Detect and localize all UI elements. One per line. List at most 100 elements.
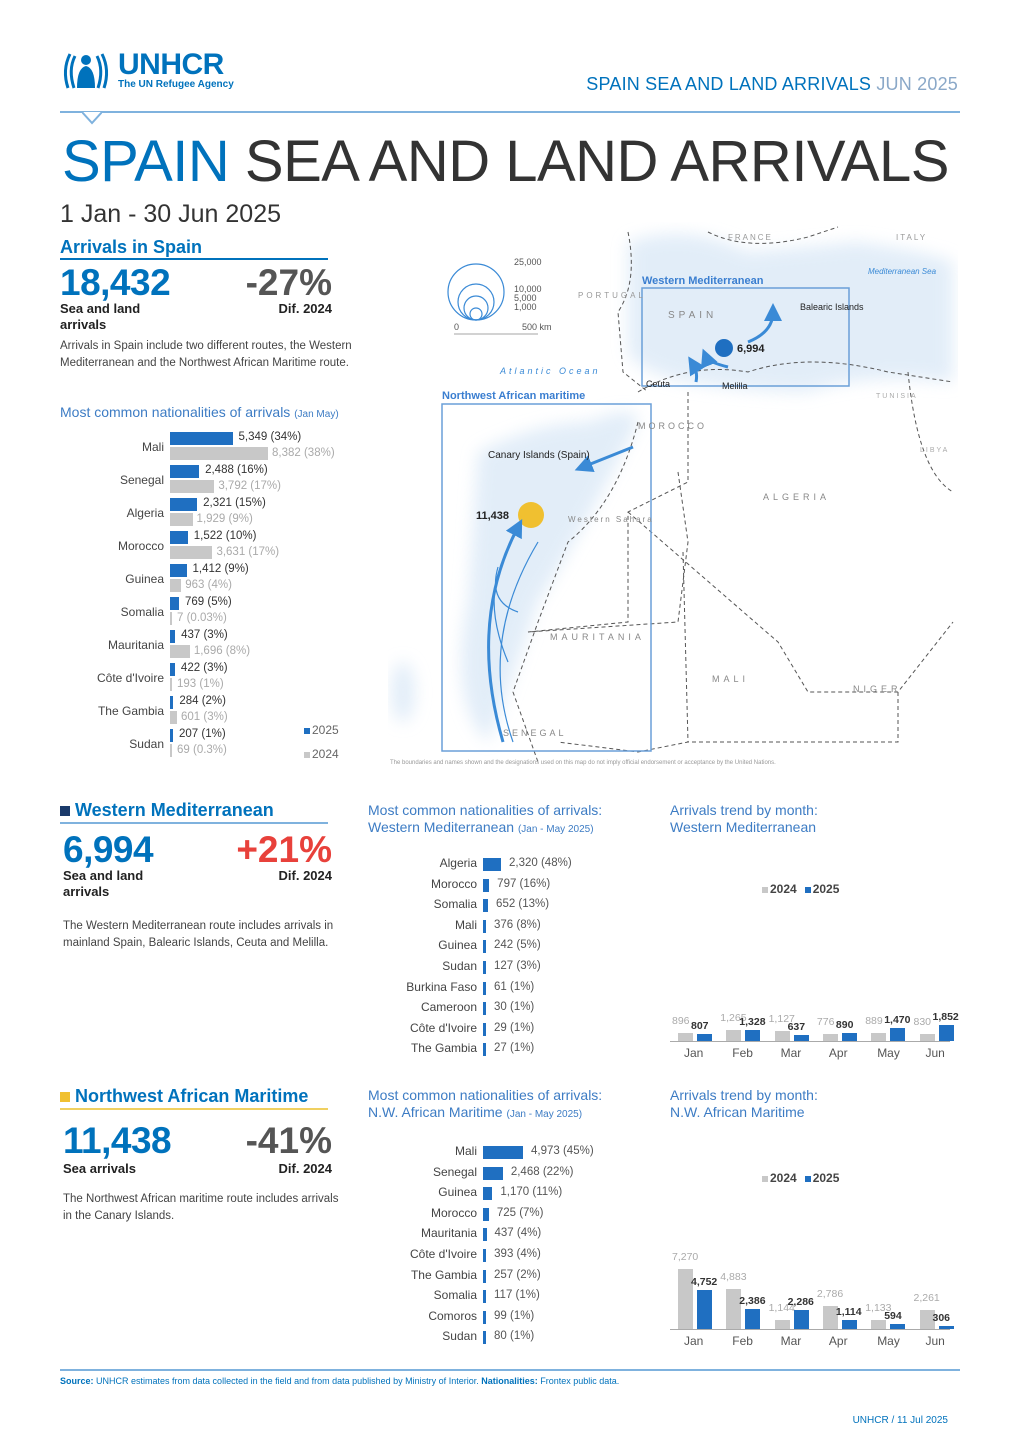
value-2024: 963 (4%) — [185, 579, 232, 591]
trend-legend: 2024 2025 — [762, 1171, 847, 1185]
label-balearic: Balearic Islands — [800, 302, 864, 312]
country-label: Guinea — [438, 1185, 477, 1200]
legend-label-2024: 2024 — [770, 1171, 797, 1185]
report-period: 1 Jan - 30 Jun 2025 — [60, 200, 281, 228]
trend-title-text: Arrivals trend by month: — [670, 1087, 818, 1103]
spain-total-label: Sea and land arrivals — [60, 301, 141, 332]
trend-bar-2024 — [919, 1310, 935, 1329]
value-2024: 601 (3%) — [181, 711, 228, 723]
arrivals-in-spain-heading: Arrivals in Spain — [60, 237, 203, 257]
nationality-bar — [483, 1290, 486, 1304]
country-label: Senegal — [119, 473, 164, 487]
legend-swatch-2024 — [304, 751, 310, 758]
spain-diff-label: Dif. 2024 — [278, 301, 332, 316]
nationality-bar — [483, 1207, 489, 1221]
wm-diff: +21% — [236, 829, 332, 870]
value-2025: 769 (5%) — [184, 596, 232, 608]
nationality-value: 376 (8%) — [494, 918, 541, 931]
label-tunisia: TUNISIA — [876, 393, 918, 400]
trend-title-text: Arrivals trend by month: — [670, 802, 818, 818]
value-2025: 422 (3%) — [180, 662, 228, 674]
legend-label-2024: 2024 — [770, 882, 797, 896]
label-portugal: PORTUGAL — [578, 291, 646, 300]
month-label: Feb — [732, 1046, 753, 1060]
nationality-value: 652 (13%) — [496, 898, 550, 911]
label-mali: MALI — [712, 674, 749, 684]
label-wm-value: 6,994 — [737, 343, 765, 355]
legend-2025: 2025 — [304, 723, 339, 737]
legend-10000: 10,000 — [514, 284, 542, 294]
baseline — [670, 1329, 950, 1330]
wm-heading-text: Western Mediterranean — [75, 800, 274, 820]
nationality-value: 393 (4%) — [494, 1248, 541, 1260]
bar-2025 — [170, 630, 176, 643]
bar-2025 — [170, 498, 198, 511]
nw-description: The Northwest African maritime route inc… — [63, 1193, 339, 1222]
trend-bar-2025 — [890, 1028, 906, 1041]
trend-value-2025: 637 — [787, 1021, 806, 1034]
header-rule — [60, 111, 960, 113]
country-label: Mali — [454, 1144, 477, 1158]
value-2024: 1,696 (8%) — [193, 645, 251, 657]
value-2024: 3,631 (17%) — [216, 546, 280, 558]
bar-2025 — [170, 597, 179, 610]
label-libya: LIBYA — [920, 447, 949, 454]
bar-2024 — [170, 645, 190, 658]
trend-value-2024: 7,270 — [672, 1251, 699, 1263]
nationality-value: 242 (5%) — [494, 939, 541, 952]
country-label: Morocco — [430, 876, 477, 891]
bar-2024 — [170, 447, 268, 460]
nationality-bar — [483, 1002, 486, 1016]
value-2024: 3,792 (17%) — [218, 480, 281, 492]
legend-label-2025: 2025 — [812, 1171, 840, 1185]
nationality-bar — [483, 919, 486, 933]
bar-2025 — [170, 663, 175, 676]
trend-value-2024: 889 — [865, 1015, 883, 1028]
country-label: Morocco — [117, 539, 164, 553]
title-rest: SEA AND LAND ARRIVALS — [244, 129, 950, 194]
trend-value-2025: 306 — [932, 1312, 951, 1325]
trend-value-2025: 1,470 — [884, 1014, 911, 1027]
trend-bar-2025 — [745, 1309, 761, 1329]
bar-2025 — [170, 696, 174, 709]
value-2024: 69 (0.3%) — [177, 744, 227, 756]
nationality-value: 127 (3%) — [494, 960, 541, 972]
bar-2024 — [170, 612, 172, 625]
month-label: Mar — [780, 1046, 802, 1060]
nw-total: 11,438 — [63, 1120, 172, 1161]
country-label: Morocco — [430, 1205, 477, 1220]
nationality-bar — [483, 961, 486, 974]
value-2025: 1,412 (9%) — [192, 563, 249, 575]
legend-swatch-2025 — [804, 1175, 811, 1182]
bar-2025 — [170, 531, 188, 544]
nat-title-route: N.W. African Maritime — [368, 1104, 503, 1120]
legend-5000: 5,000 — [514, 293, 537, 303]
country-label: Somalia — [120, 605, 164, 619]
label-ceuta: Ceuta — [646, 379, 670, 389]
nw-trend-title: Arrivals trend by month: N.W. African Mar… — [670, 1087, 818, 1121]
trend-bar-2024 — [678, 1269, 693, 1329]
trend-value-2025: 2,386 — [739, 1295, 766, 1308]
nat-title-text: Most common nationalities of arrivals: — [368, 802, 603, 818]
legend-swatch-2025 — [304, 727, 310, 734]
nat-period: (Jan - May 2025) — [517, 824, 594, 835]
bar-2024 — [170, 744, 172, 757]
value-2025: 207 (1%) — [179, 728, 226, 740]
wm-route-box — [641, 287, 850, 387]
country-label: Mali — [141, 440, 164, 454]
label-france: FRANCE — [728, 233, 773, 242]
trend-bar-2024 — [726, 1288, 742, 1329]
country-label: Sudan — [442, 1329, 477, 1344]
legend-2024: 2024 — [304, 747, 339, 761]
month-label: Feb — [732, 1334, 753, 1348]
trend-bar-2024 — [822, 1034, 838, 1041]
label-morocco: MOROCCO — [638, 421, 707, 431]
bar-2024 — [170, 546, 213, 559]
legend-swatch-2024 — [762, 1175, 768, 1182]
label-nw-box: Northwest African maritime — [442, 390, 585, 402]
nationality-value: 117 (1%) — [494, 1289, 540, 1302]
wm-nat-title: Most common nationalities of arrivals: We… — [368, 802, 602, 838]
label-med-sea: Mediterranean Sea — [868, 267, 937, 276]
nationality-value: 80 (1%) — [494, 1330, 535, 1343]
wm-bubble — [715, 339, 733, 357]
